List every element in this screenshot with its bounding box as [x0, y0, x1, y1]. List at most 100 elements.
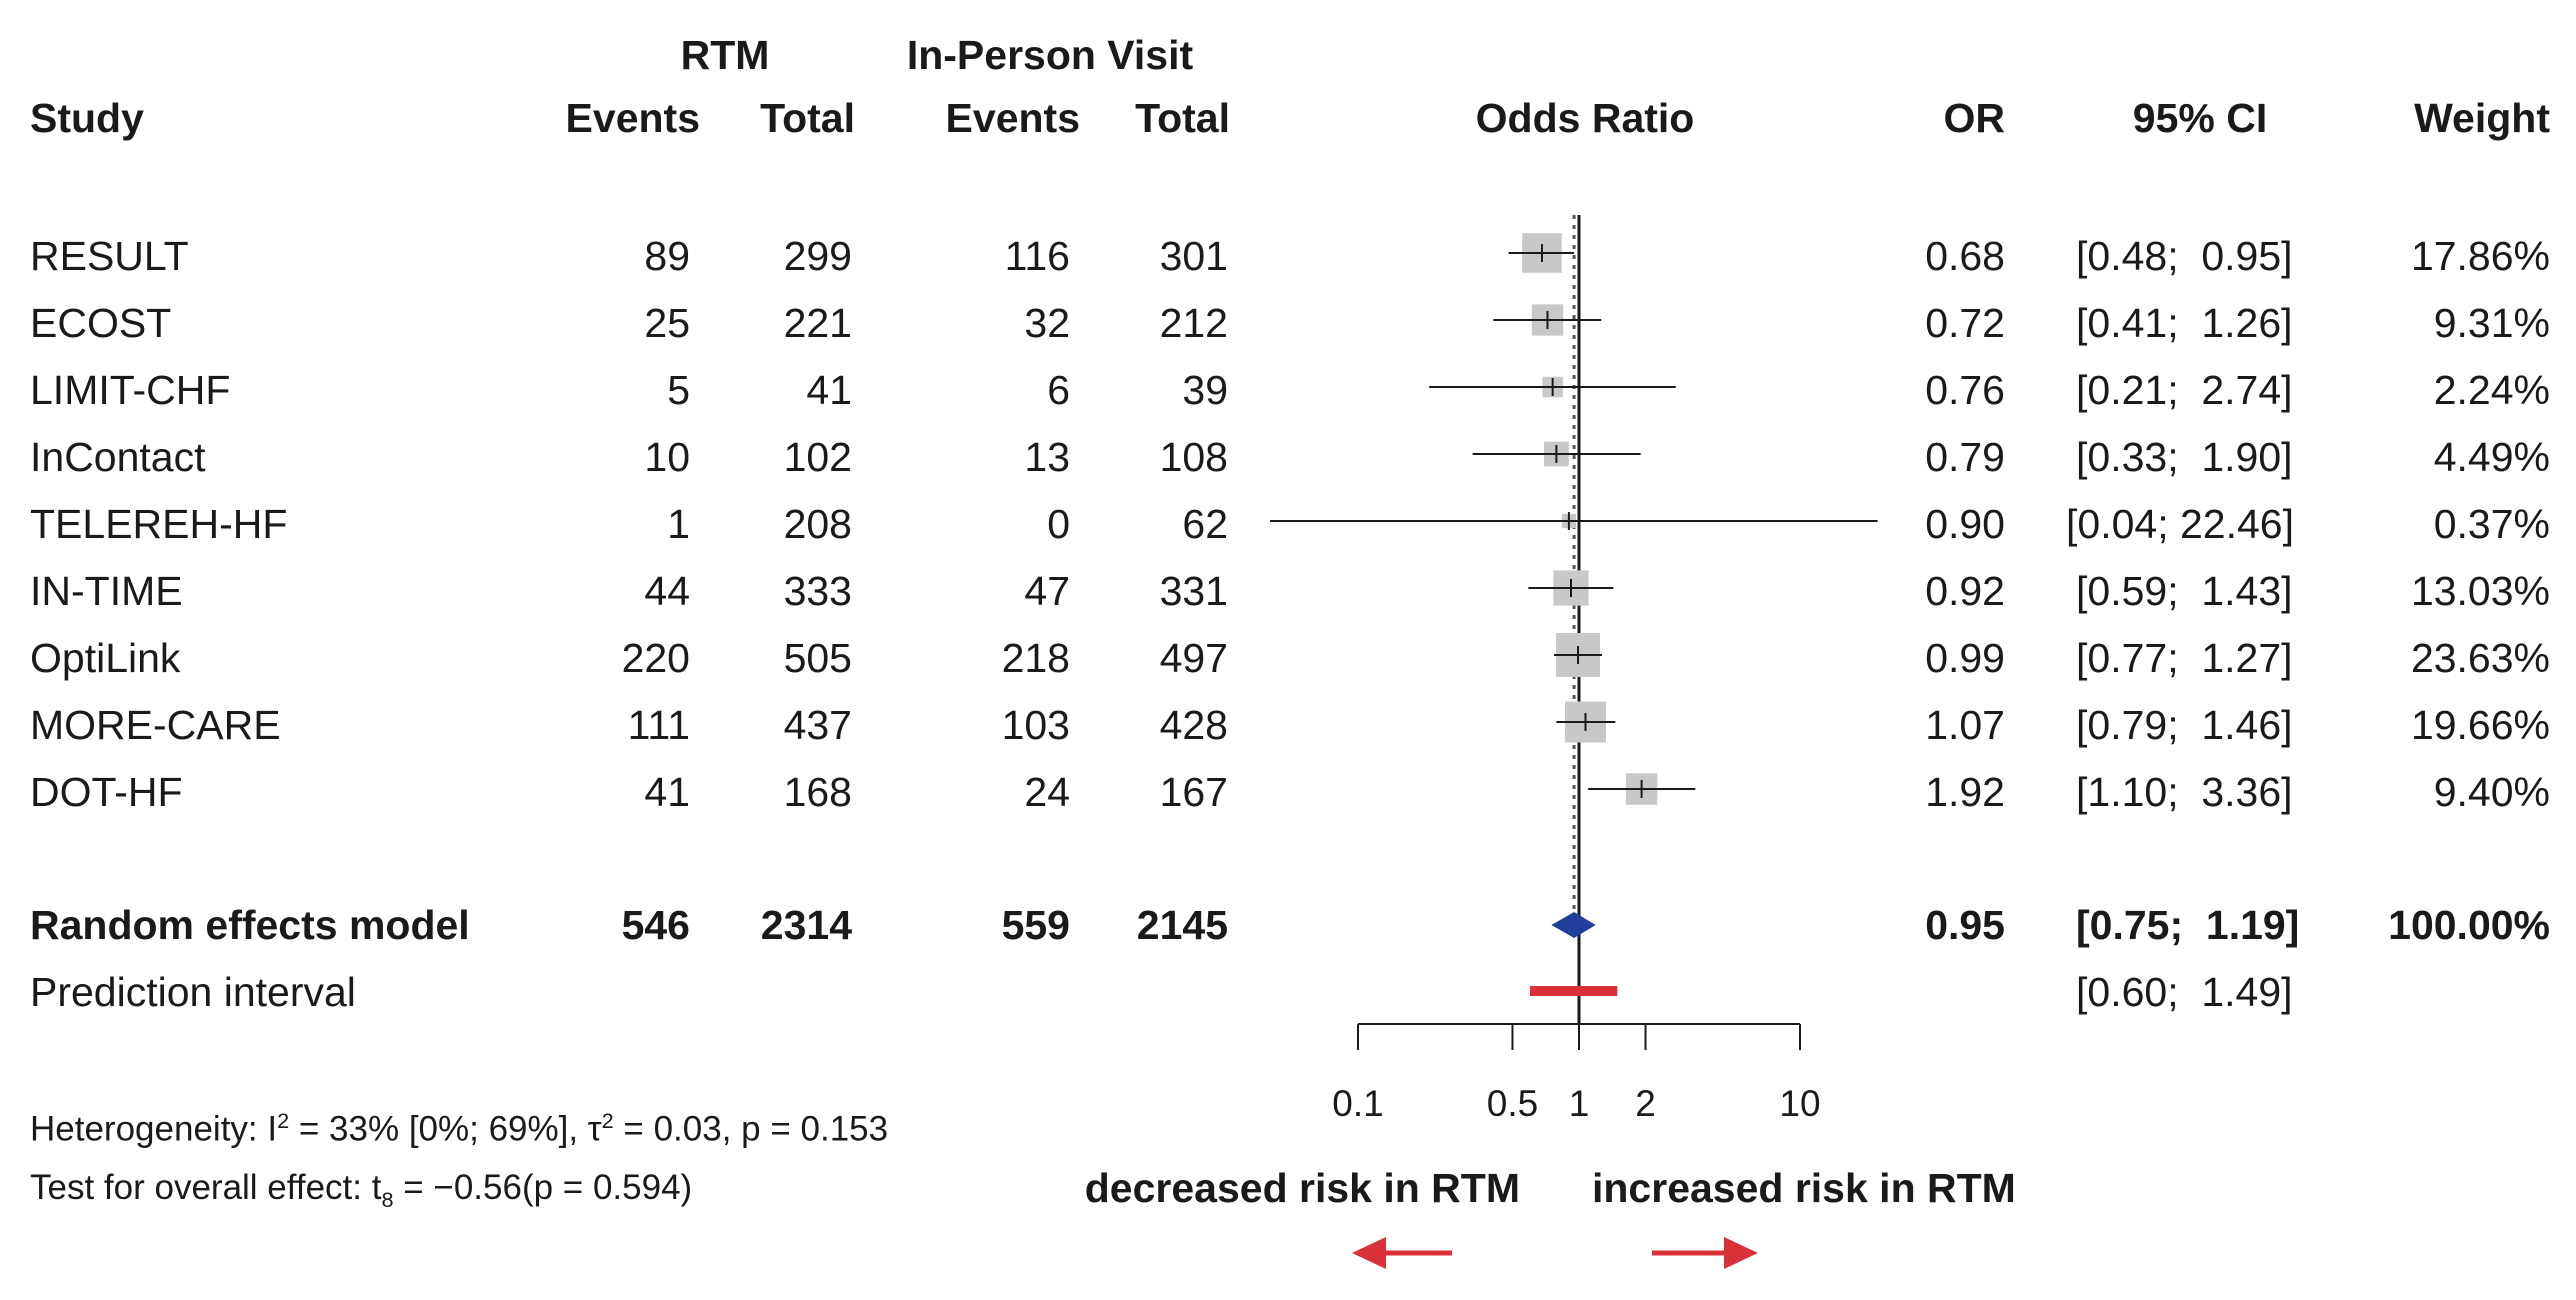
direction-right-label: increased risk in RTM — [1592, 1165, 2016, 1211]
heterogeneity-mid: = 33% [0%; 69%], τ — [289, 1109, 602, 1149]
rtm-total: 221 — [783, 300, 852, 346]
rtm-events: 1 — [667, 501, 690, 547]
heterogeneity-tau-sup: 2 — [601, 1108, 614, 1133]
weight-value: 9.40% — [2433, 769, 2550, 815]
direction-left-arrow-head — [1352, 1237, 1386, 1269]
ci-value: [0.21; 2.74] — [2076, 367, 2293, 413]
header-group-in-person: In-Person Visit — [906, 32, 1194, 78]
header-odds-ratio: Odds Ratio — [1475, 95, 1695, 141]
overall-effect-suffix: = −0.56(p = 0.594) — [393, 1168, 693, 1207]
ci-value: [0.33; 1.90] — [2076, 434, 2293, 480]
weight-value: 0.37% — [2433, 501, 2550, 547]
summary-label: Random effects model — [30, 902, 470, 948]
heterogeneity-prefix: Heterogeneity: I — [30, 1109, 278, 1149]
prediction-interval-bar — [1529, 986, 1618, 996]
study-name: RESULT — [30, 233, 189, 279]
header-study: Study — [30, 95, 144, 141]
study-name: MORE-CARE — [30, 702, 281, 748]
rtm-events: 89 — [644, 233, 690, 279]
x-axis-tick-label: 0.5 — [1487, 1083, 1538, 1124]
weight-value: 13.03% — [2410, 568, 2550, 614]
ipv-events: 103 — [1001, 702, 1070, 748]
or-value: 0.76 — [1925, 367, 2005, 413]
study-name: InContact — [30, 434, 206, 480]
summary-ipv-total: 2145 — [1136, 902, 1228, 948]
or-value: 0.72 — [1925, 300, 2005, 346]
rtm-events: 5 — [667, 367, 690, 413]
x-axis-tick-label: 1 — [1569, 1083, 1590, 1124]
summary-rtm-total: 2314 — [760, 902, 852, 948]
header-ci: 95% CI — [2132, 95, 2268, 141]
summary-ci: [0.75; 1.19] — [2076, 902, 2300, 948]
summary-ipv-events: 559 — [1001, 902, 1070, 948]
ci-value: [0.41; 1.26] — [2076, 300, 2293, 346]
ipv-total: 428 — [1159, 702, 1228, 748]
heterogeneity-suffix: = 0.03, p = 0.153 — [613, 1109, 889, 1149]
ipv-total: 39 — [1182, 367, 1228, 413]
ci-value: [1.10; 3.36] — [2076, 769, 2293, 815]
or-value: 1.92 — [1925, 769, 2005, 815]
weight-value: 2.24% — [2433, 367, 2550, 413]
summary-or: 0.95 — [1925, 902, 2005, 948]
ipv-events: 47 — [1024, 568, 1070, 614]
rtm-total: 333 — [783, 568, 852, 614]
study-name: LIMIT-CHF — [30, 367, 231, 413]
ipv-events: 24 — [1024, 769, 1070, 815]
ipv-total: 301 — [1159, 233, 1228, 279]
study-name: DOT-HF — [30, 769, 183, 815]
rtm-total: 168 — [783, 769, 852, 815]
study-name: OptiLink — [30, 635, 181, 681]
rtm-events: 10 — [644, 434, 690, 480]
pooled-diamond — [1551, 912, 1596, 938]
ci-value: [0.77; 1.27] — [2076, 635, 2293, 681]
header-group-rtm: RTM — [680, 32, 770, 78]
or-value: 0.90 — [1925, 501, 2005, 547]
ipv-total: 108 — [1159, 434, 1228, 480]
ipv-events: 0 — [1047, 501, 1070, 547]
rtm-total: 208 — [783, 501, 852, 547]
study-name: IN-TIME — [30, 568, 183, 614]
header-ipv-total: Total — [1135, 95, 1230, 141]
weight-value: 23.63% — [2410, 635, 2550, 681]
study-name: TELEREH-HF — [30, 501, 288, 547]
or-value: 0.79 — [1925, 434, 2005, 480]
header-rtm-total: Total — [760, 95, 855, 141]
ci-value: [0.04; 22.46] — [2066, 501, 2294, 547]
rtm-events: 41 — [644, 769, 690, 815]
direction-right-arrow-head — [1724, 1237, 1758, 1269]
ci-value: [0.48; 0.95] — [2076, 233, 2293, 279]
weight-value: 4.49% — [2433, 434, 2550, 480]
weight-value: 9.31% — [2433, 300, 2550, 346]
prediction-label: Prediction interval — [30, 969, 356, 1015]
overall-effect-text: Test for overall effect: t8 = −0.56(p = … — [30, 1170, 692, 1211]
rtm-events: 25 — [644, 300, 690, 346]
rtm-total: 41 — [806, 367, 852, 413]
overall-effect-prefix: Test for overall effect: t — [30, 1168, 382, 1207]
summary-rtm-events: 546 — [621, 902, 690, 948]
header-or: OR — [1943, 95, 2006, 141]
rtm-events: 44 — [644, 568, 690, 614]
rtm-total: 505 — [783, 635, 852, 681]
heterogeneity-i2-sup: 2 — [277, 1108, 290, 1133]
or-value: 0.68 — [1925, 233, 2005, 279]
study-name: ECOST — [30, 300, 172, 346]
ci-value: [0.79; 1.46] — [2076, 702, 2293, 748]
rtm-events: 220 — [621, 635, 690, 681]
overall-effect-sub: 8 — [381, 1187, 394, 1212]
header-ipv-events: Events — [945, 95, 1080, 141]
x-axis-tick-label: 0.1 — [1332, 1083, 1383, 1124]
header-rtm-events: Events — [565, 95, 700, 141]
rtm-total: 437 — [783, 702, 852, 748]
header-weight: Weight — [2414, 95, 2550, 141]
x-axis-tick-label: 10 — [1779, 1083, 1820, 1124]
ipv-events: 6 — [1047, 367, 1070, 413]
ipv-total: 167 — [1159, 769, 1228, 815]
or-value: 1.07 — [1925, 702, 2005, 748]
or-value: 0.99 — [1925, 635, 2005, 681]
weight-value: 19.66% — [2410, 702, 2550, 748]
ipv-events: 218 — [1001, 635, 1070, 681]
rtm-total: 102 — [783, 434, 852, 480]
rtm-events: 111 — [627, 702, 690, 748]
direction-left-label: decreased risk in RTM — [1084, 1165, 1520, 1211]
